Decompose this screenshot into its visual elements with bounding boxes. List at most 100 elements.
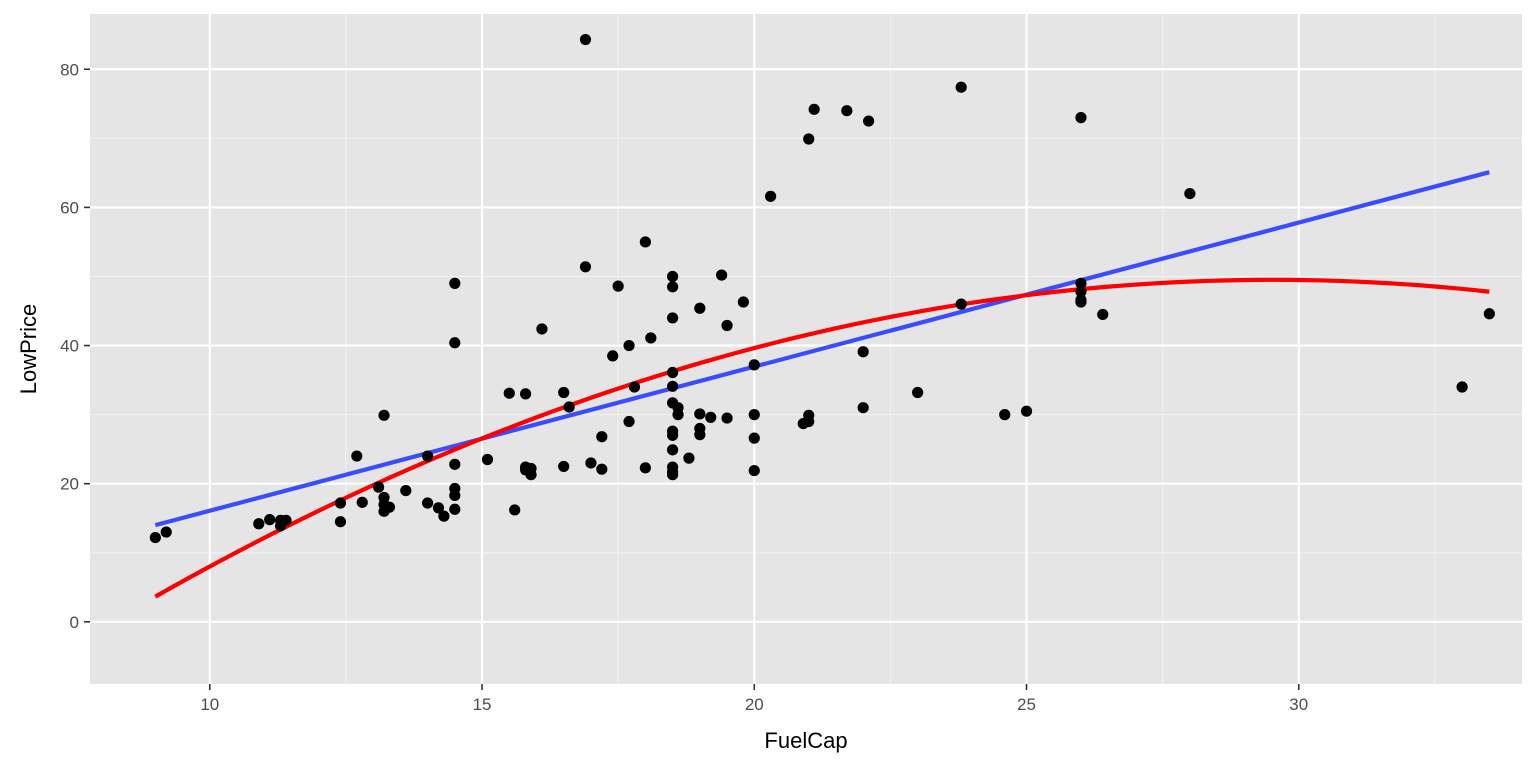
data-point [596,431,608,443]
data-point [579,33,592,46]
data-point [579,261,592,273]
data-point [803,415,815,428]
y-tick-label: 40 [60,337,79,356]
y-tick-label: 0 [70,613,79,632]
data-points [149,33,1495,544]
data-point [1456,381,1468,393]
data-point [519,388,532,400]
data-point [481,453,494,466]
x-tick-label: 20 [745,695,764,714]
data-point [558,460,570,473]
data-point [1075,296,1087,308]
data-point [803,133,815,145]
data-point [721,319,733,332]
data-point [253,518,265,530]
data-point [400,484,412,497]
data-point [841,105,853,117]
data-point [667,469,679,481]
data-point [1097,308,1109,321]
data-point [372,481,385,493]
y-axis-title: LowPrice [16,304,41,394]
data-point [280,514,292,526]
data-point [705,411,717,423]
data-point [667,366,679,379]
data-point [999,409,1011,421]
y-tick-label: 20 [60,475,79,494]
data-point [1020,405,1033,417]
data-point [628,381,641,393]
major-gridlines [90,14,1522,684]
data-point [639,462,651,474]
data-point [737,296,749,308]
data-point [1075,286,1087,298]
data-point [639,236,651,248]
data-point [149,531,161,544]
data-point [721,412,733,424]
data-point [955,81,967,93]
data-point [432,502,445,514]
data-point [748,464,760,477]
data-point [955,298,967,310]
data-point [667,270,679,283]
data-point [558,386,570,399]
data-point [160,526,172,538]
data-point [438,510,450,522]
data-point [808,103,820,115]
data-point [857,346,869,358]
plot-panel [90,14,1522,684]
data-point [672,409,684,421]
data-point [1075,277,1087,289]
data-point [667,429,679,441]
data-point [503,387,515,399]
data-point [1184,187,1196,200]
data-point [449,277,461,289]
data-point [356,496,368,508]
x-axis-title: FuelCap [764,728,847,753]
data-point [509,504,521,516]
data-point [596,463,608,475]
data-point [667,312,679,324]
data-point [748,409,760,421]
data-point [863,115,875,127]
x-tick-label: 30 [1289,695,1308,714]
data-point [334,497,347,509]
data-point [667,444,679,456]
data-point [378,409,390,421]
y-tick-label: 60 [60,198,79,217]
data-point [585,457,597,469]
data-point [748,359,760,371]
linear-fit-line [154,170,1490,528]
data-point [683,452,695,464]
data-point [449,337,461,349]
data-point [563,401,575,413]
data-point [607,350,619,362]
data-point [645,332,657,344]
data-point [536,323,548,335]
data-point [1075,112,1087,124]
data-point [264,514,276,526]
data-point [857,402,869,414]
data-point [694,408,706,420]
x-tick-label: 25 [1017,695,1036,714]
y-tick-label: 80 [60,60,79,79]
data-point [667,281,679,293]
x-tick-label: 10 [200,695,219,714]
data-point [765,190,777,202]
data-point [694,429,706,441]
data-point [912,386,924,399]
data-point [694,302,706,314]
data-point [421,497,434,509]
data-point [623,339,635,352]
data-point [449,458,461,470]
x-tick-label: 15 [473,695,492,714]
data-point [383,501,396,513]
data-point [449,489,461,502]
data-point [351,450,363,462]
data-point [623,415,635,428]
axes: 10 15 20 25 30 0 20 40 60 80 [60,60,1308,714]
data-point [667,380,679,392]
data-point [525,469,537,481]
data-point [748,432,760,444]
data-point [716,269,728,281]
